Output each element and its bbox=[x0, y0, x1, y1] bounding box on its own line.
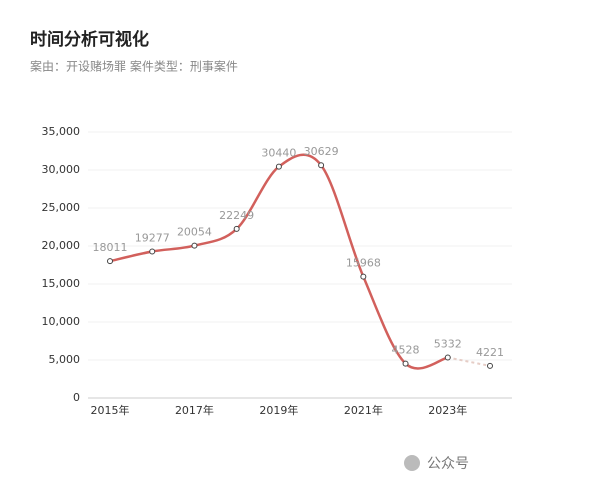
point bbox=[191, 242, 198, 249]
y-tick-label: 35,000 bbox=[42, 125, 81, 138]
chart-title: 时间分析可视化 bbox=[30, 29, 149, 50]
point bbox=[275, 163, 282, 170]
value-label: 18011 bbox=[93, 241, 128, 254]
value-label: 22249 bbox=[219, 209, 254, 222]
watermark: 公众号 bbox=[427, 456, 469, 472]
x-tick-label: 2017年 bbox=[175, 403, 214, 417]
value-label: 19277 bbox=[135, 231, 170, 244]
point bbox=[318, 162, 325, 169]
y-tick-label: 30,000 bbox=[42, 163, 81, 176]
point bbox=[402, 360, 409, 367]
value-label: 4528 bbox=[392, 344, 420, 357]
x-tick-label: 2021年 bbox=[344, 403, 383, 417]
value-label: 30629 bbox=[304, 145, 339, 158]
point bbox=[107, 258, 113, 265]
watermark-icon bbox=[404, 455, 420, 471]
point bbox=[233, 225, 240, 232]
chart-subtitle: 案由：开设赌场罪 案件类型：刑事案件 bbox=[30, 59, 238, 74]
point bbox=[360, 273, 367, 280]
y-tick-label: 5,000 bbox=[49, 353, 81, 366]
point bbox=[149, 248, 156, 255]
y-tick-label: 25,000 bbox=[42, 201, 81, 214]
value-label: 30440 bbox=[261, 147, 296, 160]
point bbox=[487, 362, 493, 369]
value-label: 4221 bbox=[476, 346, 504, 359]
line bbox=[109, 153, 449, 370]
y-tick-label: 20,000 bbox=[42, 239, 81, 252]
value-label: 20054 bbox=[177, 226, 212, 239]
x-tick-label: 2023年 bbox=[428, 403, 467, 417]
y-tick-label: 0 bbox=[73, 391, 80, 404]
point bbox=[444, 354, 451, 361]
y-tick-label: 10,000 bbox=[42, 315, 81, 328]
y-tick-label: 15,000 bbox=[42, 277, 81, 290]
x-tick-label: 2015年 bbox=[91, 403, 130, 417]
value-label: 5332 bbox=[434, 337, 462, 350]
x-tick-label: 2019年 bbox=[259, 403, 298, 417]
value-label: 15968 bbox=[346, 257, 381, 270]
